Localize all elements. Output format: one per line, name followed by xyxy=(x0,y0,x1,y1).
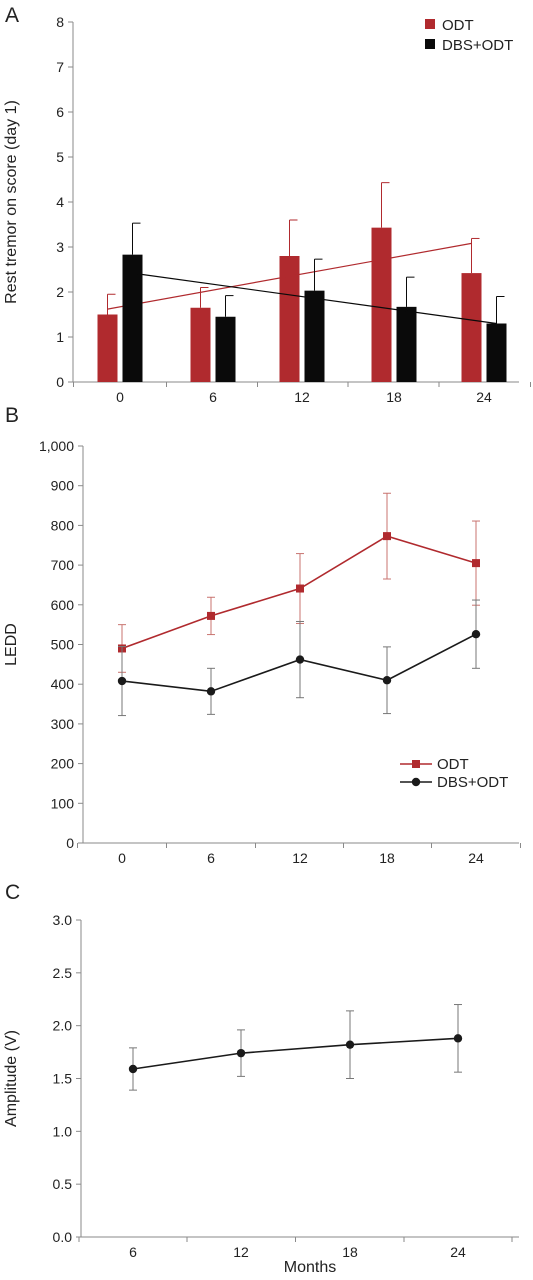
y-tick-label: 2 xyxy=(56,284,64,300)
x-tick-label: 6 xyxy=(209,389,217,405)
bar xyxy=(486,323,507,382)
legend-label: ODT xyxy=(442,17,474,34)
y-axis-label: Amplitude (V) xyxy=(3,1030,20,1127)
x-tick-label: 18 xyxy=(379,850,395,866)
y-tick-label: 7 xyxy=(56,59,64,75)
x-tick-label: 12 xyxy=(294,389,310,405)
x-tick-label: 0 xyxy=(116,389,124,405)
data-point xyxy=(128,1064,138,1074)
y-tick-label: 800 xyxy=(51,517,75,533)
x-tick-label: 12 xyxy=(292,850,308,866)
y-tick-label: 400 xyxy=(51,676,75,692)
data-point xyxy=(382,676,392,685)
data-point xyxy=(236,1048,246,1058)
bar xyxy=(279,256,300,382)
x-tick-label: 24 xyxy=(476,389,492,405)
y-tick-label: 0 xyxy=(66,835,74,851)
x-tick-label: 6 xyxy=(207,850,215,866)
y-tick-label: 3.0 xyxy=(53,912,73,928)
data-point xyxy=(207,611,215,620)
x-tick-label: 6 xyxy=(129,1244,137,1260)
bar xyxy=(396,306,417,382)
bar xyxy=(215,316,236,382)
y-tick-label: 600 xyxy=(51,597,75,613)
y-tick-label: 1,000 xyxy=(39,438,74,454)
y-tick-label: 700 xyxy=(51,557,75,573)
y-tick-label: 8 xyxy=(56,14,64,30)
panel-letter: C xyxy=(5,881,20,904)
y-axis-label: LEDD xyxy=(3,623,20,666)
panel-letter: B xyxy=(5,404,19,427)
panel-c: C 0.0 0.5 1.0 1.5 2.0 2.5 3.0 6 12 18 24 Amplitude (… xyxy=(3,881,519,1276)
y-tick-label: 2.0 xyxy=(53,1018,73,1034)
y-tick-label: 100 xyxy=(51,795,75,811)
y-tick-label: 0.5 xyxy=(53,1176,73,1192)
bar xyxy=(122,254,143,382)
y-tick-label: 200 xyxy=(51,756,75,772)
y-tick-label: 5 xyxy=(56,149,64,165)
data-point xyxy=(296,584,304,593)
y-tick-label: 0 xyxy=(56,374,64,390)
data-point xyxy=(206,687,216,696)
legend-marker xyxy=(412,760,420,768)
x-tick-label: 24 xyxy=(468,850,484,866)
legend-label: ODT xyxy=(437,756,469,773)
y-tick-label: 6 xyxy=(56,104,64,120)
data-point xyxy=(117,676,127,686)
bar xyxy=(371,227,392,382)
trend-line xyxy=(107,242,472,310)
panel-b: B 0 100 200 300 400 500 600 700 800 900 1,000 0 6 12 18… xyxy=(3,404,521,866)
data-point xyxy=(471,629,481,639)
panel-letter: A xyxy=(5,4,19,27)
y-tick-label: 500 xyxy=(51,637,75,653)
data-point xyxy=(295,655,305,664)
y-axis-label: Rest tremor on score (day 1) xyxy=(3,100,20,304)
x-tick-label: 0 xyxy=(118,850,126,866)
legend-swatch xyxy=(425,19,435,29)
y-tick-label: 3 xyxy=(56,239,64,255)
legend-label: DBS+ODT xyxy=(437,774,508,791)
data-point xyxy=(453,1034,463,1043)
bar xyxy=(97,314,118,382)
data-point xyxy=(383,532,391,541)
y-tick-label: 1 xyxy=(56,329,64,345)
legend-label: DBS+ODT xyxy=(442,37,513,54)
y-tick-label: 1.5 xyxy=(53,1071,73,1087)
legend-swatch xyxy=(425,39,435,49)
data-point xyxy=(345,1040,355,1049)
y-tick-label: 1.0 xyxy=(53,1123,73,1139)
data-point xyxy=(472,559,480,568)
y-tick-label: 0.0 xyxy=(53,1229,73,1245)
x-tick-label: 18 xyxy=(342,1244,358,1260)
bar xyxy=(304,290,325,382)
bar xyxy=(461,273,482,382)
trend-line xyxy=(132,272,497,325)
y-tick-label: 300 xyxy=(51,716,75,732)
y-tick-label: 2.5 xyxy=(53,965,73,981)
x-axis-label: Months xyxy=(284,1259,336,1276)
bar xyxy=(190,307,211,382)
x-tick-label: 24 xyxy=(450,1244,466,1260)
series-line xyxy=(132,1037,459,1070)
y-tick-label: 4 xyxy=(56,194,64,210)
y-tick-label: 900 xyxy=(51,478,75,494)
x-tick-label: 12 xyxy=(233,1244,249,1260)
legend-marker xyxy=(411,777,421,787)
x-tick-label: 18 xyxy=(386,389,402,405)
